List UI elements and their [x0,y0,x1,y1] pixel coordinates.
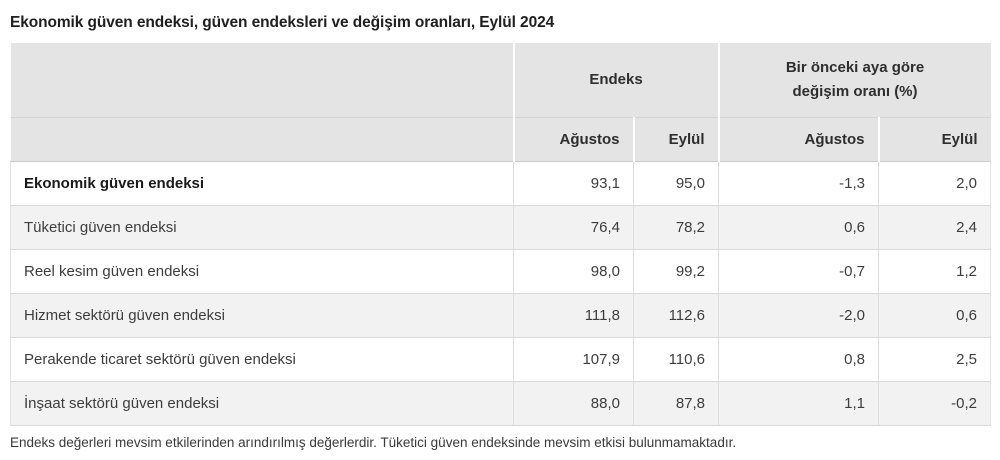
table-row-reel-kesim: Reel kesim güven endeksi 98,0 99,2 -0,7 … [10,249,992,294]
cell-change-agustos: 0,6 [718,205,880,250]
cell-endeks-agustos: 93,1 [513,161,634,206]
cell-change-agustos: 0,8 [718,337,880,382]
cell-change-agustos: 1,1 [718,381,880,426]
cell-endeks-agustos: 76,4 [513,205,634,250]
table-footnote: Endeks değerleri mevsim etkilerinden arı… [10,434,737,450]
table-row-hizmet: Hizmet sektörü güven endeksi 111,8 112,6… [10,293,992,338]
row-label: İnşaat sektörü güven endeksi [10,381,514,426]
cell-change-agustos: -1,3 [718,161,880,206]
cell-change-eylul: 2,4 [878,205,992,250]
col-header-change-agustos: Ağustos [718,116,880,162]
cell-endeks-agustos: 98,0 [513,249,634,294]
group-header-endeks-label: Endeks [589,70,643,88]
cell-endeks-agustos: 88,0 [513,381,634,426]
cell-change-eylul: 0,6 [878,293,992,338]
cell-endeks-eylul: 95,0 [633,161,720,206]
group-header-row: Endeks Bir önceki aya göre değişim oranı… [10,43,991,117]
cell-endeks-eylul: 78,2 [633,205,720,250]
table-header: Endeks Bir önceki aya göre değişim oranı… [10,43,991,162]
row-label: Reel kesim güven endeksi [10,249,514,294]
col-header-endeks-agustos: Ağustos [513,116,635,162]
cell-endeks-eylul: 112,6 [633,293,720,338]
table-row-ekonomik: Ekonomik güven endeksi 93,1 95,0 -1,3 2,… [10,161,992,206]
row-label: Perakende ticaret sektörü güven endeksi [10,337,514,382]
cell-endeks-eylul: 87,8 [633,381,720,426]
table-row-perakende: Perakende ticaret sektörü güven endeksi … [10,337,992,382]
cell-endeks-agustos: 111,8 [513,293,634,338]
group-header-change-label: Bir önceki aya göre değişim oranı (%) [785,58,925,100]
group-header-change: Bir önceki aya göre değişim oranı (%) [718,43,991,117]
table-body: Ekonomik güven endeksi 93,1 95,0 -1,3 2,… [10,161,992,426]
table-row-tuketici: Tüketici güven endeksi 76,4 78,2 0,6 2,4 [10,205,992,250]
table-row-insaat: İnşaat sektörü güven endeksi 88,0 87,8 1… [10,381,992,426]
group-header-endeks: Endeks [513,43,720,117]
cell-change-eylul: -0,2 [878,381,992,426]
col-header-endeks-eylul: Eylül [633,116,720,162]
page-title: Ekonomik güven endeksi, güven endeksleri… [10,14,555,31]
empty-label-header-cell [10,116,515,162]
cell-change-agustos: -0,7 [718,249,880,294]
row-label: Ekonomik güven endeksi [10,161,514,206]
sub-header-row: Ağustos Eylül Ağustos Eylül [10,116,991,162]
row-label: Tüketici güven endeksi [10,205,514,250]
cell-endeks-eylul: 99,2 [633,249,720,294]
cell-endeks-eylul: 110,6 [633,337,720,382]
cell-change-eylul: 2,5 [878,337,992,382]
cell-change-eylul: 1,2 [878,249,992,294]
empty-corner-cell [10,43,515,117]
cell-endeks-agustos: 107,9 [513,337,634,382]
col-header-change-eylul: Eylül [878,116,991,162]
cell-change-agustos: -2,0 [718,293,880,338]
confidence-index-table: Endeks Bir önceki aya göre değişim oranı… [10,43,992,426]
cell-change-eylul: 2,0 [878,161,992,206]
row-label: Hizmet sektörü güven endeksi [10,293,514,338]
